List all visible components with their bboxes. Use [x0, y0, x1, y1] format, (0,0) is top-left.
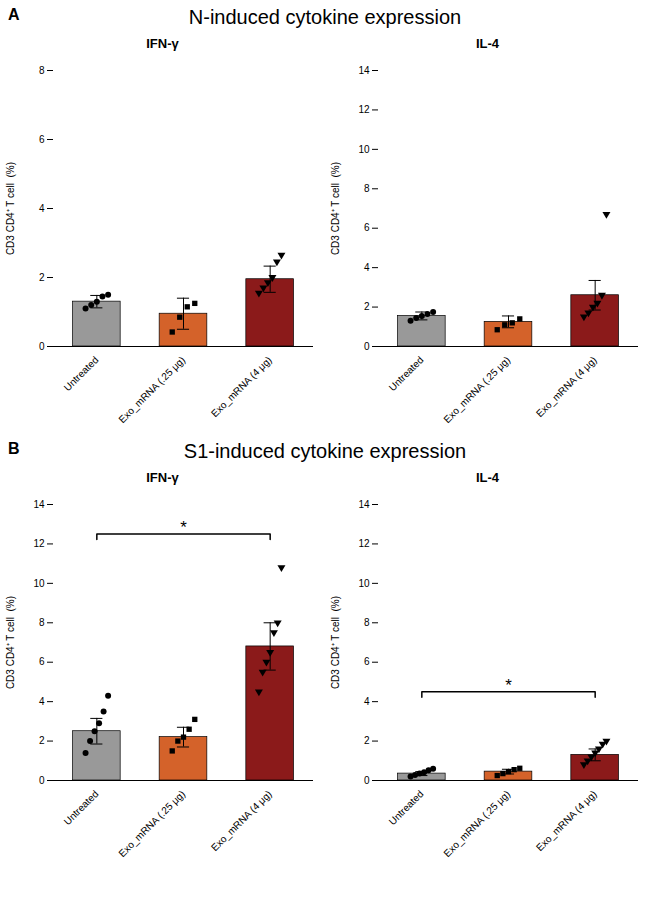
- svg-text:8: 8: [363, 183, 369, 194]
- svg-text:2: 2: [38, 272, 44, 283]
- svg-text:CD3 CD4⁺ T cell (%): CD3 CD4⁺ T cell (%): [4, 596, 15, 689]
- svg-text:6: 6: [38, 656, 44, 667]
- svg-text:12: 12: [358, 104, 370, 115]
- html-text:IL-4: IL-4: [475, 470, 500, 485]
- svg-text:14: 14: [358, 499, 370, 510]
- svg-text:6: 6: [363, 222, 369, 233]
- svg-text:2: 2: [38, 735, 44, 746]
- html-text:N-induced cytokine expression: N-induced cytokine expression: [188, 6, 462, 28]
- svg-text:Exo_mRNA (.25 μg): Exo_mRNA (.25 μg): [116, 354, 187, 425]
- svg-text:CD3 CD4⁺ T cell (%): CD3 CD4⁺ T cell (%): [329, 162, 340, 255]
- svg-text:*: *: [505, 676, 512, 695]
- svg-text:4: 4: [38, 203, 44, 214]
- svg-text:Exo_mRNA (.25 μg): Exo_mRNA (.25 μg): [441, 788, 512, 859]
- html-text:A: A: [8, 6, 20, 23]
- svg-text:8: 8: [363, 617, 369, 628]
- svg-text:12: 12: [33, 538, 45, 549]
- svg-text:CD3 CD4⁺ T cell (%): CD3 CD4⁺ T cell (%): [329, 596, 340, 689]
- html-text:IL-4: IL-4: [475, 36, 500, 51]
- svg-text:Exo_mRNA (4 μg): Exo_mRNA (4 μg): [533, 788, 598, 853]
- svg-text:CD3 CD4⁺ T cell (%): CD3 CD4⁺ T cell (%): [4, 162, 15, 255]
- svg-text:0: 0: [363, 341, 369, 352]
- svg-text:Exo_mRNA (4 μg): Exo_mRNA (4 μg): [208, 788, 273, 853]
- svg-text:10: 10: [33, 578, 45, 589]
- svg-text:Exo_mRNA (4 μg): Exo_mRNA (4 μg): [533, 354, 598, 419]
- svg-text:6: 6: [363, 656, 369, 667]
- svg-text:6: 6: [38, 134, 44, 145]
- svg-text:8: 8: [38, 65, 44, 76]
- svg-text:0: 0: [38, 775, 44, 786]
- svg-text:Exo_mRNA (.25 μg): Exo_mRNA (.25 μg): [116, 788, 187, 859]
- svg-text:12: 12: [358, 538, 370, 549]
- svg-text:14: 14: [358, 65, 370, 76]
- svg-text:14: 14: [33, 499, 45, 510]
- svg-text:2: 2: [363, 735, 369, 746]
- svg-text:Untreated: Untreated: [61, 354, 100, 393]
- html-text:S1-induced cytokine expression: S1-induced cytokine expression: [183, 440, 467, 462]
- svg-text:0: 0: [38, 341, 44, 352]
- svg-text:4: 4: [363, 262, 369, 273]
- svg-text:Untreated: Untreated: [386, 354, 425, 393]
- html-text:IFN-γ: IFN-γ: [146, 470, 179, 485]
- svg-text:4: 4: [38, 696, 44, 707]
- svg-text:10: 10: [358, 144, 370, 155]
- svg-text:Untreated: Untreated: [386, 788, 425, 827]
- svg-text:10: 10: [358, 578, 370, 589]
- html-text:IFN-γ: IFN-γ: [146, 36, 179, 51]
- svg-text:4: 4: [363, 696, 369, 707]
- html-text:B: B: [8, 440, 20, 457]
- svg-text:8: 8: [38, 617, 44, 628]
- svg-text:2: 2: [363, 301, 369, 312]
- svg-text:0: 0: [363, 775, 369, 786]
- svg-text:Exo_mRNA (.25 μg): Exo_mRNA (.25 μg): [441, 354, 512, 425]
- svg-text:*: *: [180, 518, 187, 537]
- svg-text:Exo_mRNA (4 μg): Exo_mRNA (4 μg): [208, 354, 273, 419]
- svg-text:Untreated: Untreated: [61, 788, 100, 827]
